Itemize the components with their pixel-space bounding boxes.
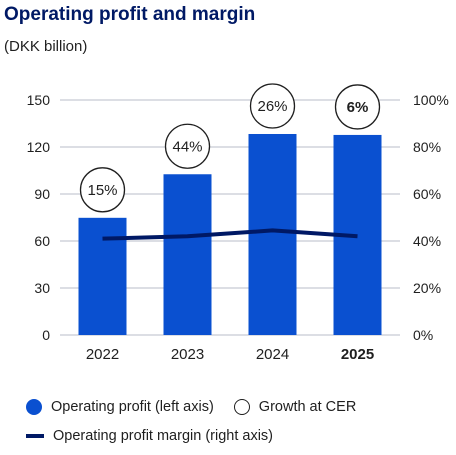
right-tick-label: 60% bbox=[413, 186, 441, 202]
growth-bubble bbox=[334, 84, 381, 130]
right-tick-label: 80% bbox=[413, 139, 441, 155]
right-tick-label: 0% bbox=[413, 327, 433, 343]
growth-bubble bbox=[79, 167, 126, 213]
growth-label: 26% bbox=[257, 98, 287, 115]
right-tick-label: 100% bbox=[413, 92, 449, 108]
category-label: 2025 bbox=[341, 346, 374, 363]
growth-bubbles: 15% 44% 26% 6% bbox=[79, 83, 381, 213]
chart-subtitle: (DKK billion) bbox=[4, 38, 88, 55]
margin-line bbox=[102, 228, 358, 241]
growth-label: 44% bbox=[172, 138, 202, 155]
left-tick-label: 30 bbox=[34, 280, 50, 296]
right-tick-label: 40% bbox=[413, 233, 441, 249]
bar bbox=[78, 217, 127, 335]
legend-growth-swatch bbox=[233, 399, 250, 415]
growth-bubble bbox=[249, 83, 296, 129]
chart-title: Operating profit and margin bbox=[4, 4, 256, 25]
category-label: 2022 bbox=[86, 346, 119, 363]
legend-bar-label: Operating profit (left axis) bbox=[51, 399, 214, 415]
left-tick-label: 90 bbox=[34, 186, 50, 202]
legend-row-1: Operating profit (left axis) Growth at C… bbox=[26, 399, 356, 415]
legend-line-label: Operating profit margin (right axis) bbox=[53, 428, 273, 444]
left-tick-label: 150 bbox=[27, 92, 51, 108]
bar bbox=[163, 174, 212, 335]
bar bbox=[248, 133, 297, 335]
right-axis-ticks: 0% 20% 40% 60% 80% 100% bbox=[413, 92, 449, 343]
right-tick-label: 20% bbox=[413, 280, 441, 296]
growth-bubble bbox=[164, 123, 211, 169]
left-tick-label: 60 bbox=[34, 233, 50, 249]
category-label: 2024 bbox=[256, 346, 289, 363]
left-axis-ticks: 0 30 60 90 120 150 bbox=[27, 92, 51, 343]
category-label: 2023 bbox=[171, 346, 204, 363]
legend-bar-swatch bbox=[26, 399, 42, 415]
legend-row-2: Operating profit margin (right axis) bbox=[26, 428, 273, 444]
left-tick-label: 0 bbox=[42, 327, 50, 343]
legend-growth-label: Growth at CER bbox=[258, 399, 357, 415]
growth-label: 6% bbox=[347, 99, 369, 116]
category-labels: 2022 2023 2024 2025 bbox=[86, 346, 374, 363]
growth-label: 15% bbox=[87, 182, 117, 199]
legend-line-swatch bbox=[26, 434, 44, 438]
bars bbox=[78, 133, 382, 335]
margin-line-path bbox=[102, 228, 358, 241]
left-tick-label: 120 bbox=[27, 139, 51, 155]
